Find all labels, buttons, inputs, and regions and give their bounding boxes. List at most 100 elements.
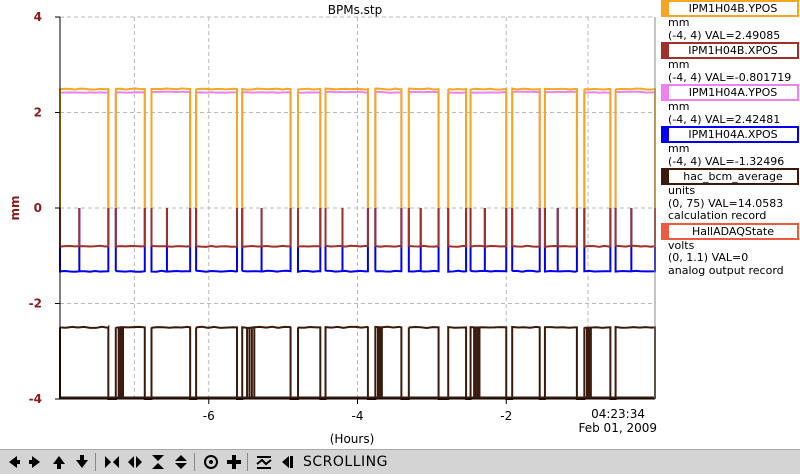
legend-series-box[interactable]: HallADAQState <box>661 222 799 240</box>
legend-unit: mm <box>668 58 690 71</box>
series-line <box>469 87 508 208</box>
series-line <box>511 208 541 248</box>
legend-item[interactable]: IPM1H04B.YPOS mm (-4, 4) VAL=2.49085 <box>661 0 800 42</box>
legend-item[interactable]: hac_bcm_average units (0, 75) VAL=14.0583 c… <box>661 168 800 223</box>
series-line <box>583 208 612 248</box>
legend-item[interactable]: IPM1H04B.XPOS mm (-4, 4) VAL=-0.801719 <box>661 42 800 84</box>
series-line <box>195 208 239 273</box>
y-tick-label: 0 <box>34 201 42 215</box>
legend-swatch <box>663 224 669 238</box>
series-line <box>150 87 192 208</box>
series-line <box>374 208 403 273</box>
series-line <box>241 208 292 273</box>
series-line <box>114 208 146 273</box>
series-line <box>59 208 110 273</box>
scroll-right-button[interactable] <box>25 452 46 472</box>
legend-series-box[interactable]: hac_bcm_average <box>661 168 799 185</box>
strip-chart[interactable]: BPMs.stp -4 -2 0 2 4 -6 -4 -2 mm (Hours) 04:23:… <box>0 0 660 449</box>
arrow-left-icon <box>8 456 20 468</box>
legend-series-box[interactable]: IPM1H04A.YPOS <box>661 84 799 101</box>
legend-item[interactable]: HallADAQState volts (0, 1.1) VAL=0 analog o… <box>661 222 800 278</box>
zoom-in-y-button[interactable] <box>147 452 168 472</box>
reset-button[interactable] <box>223 452 244 472</box>
legend-unit: mm <box>668 100 690 113</box>
legend-series-box[interactable]: IPM1H04A.XPOS <box>661 126 799 143</box>
chart-title: BPMs.stp <box>328 3 382 17</box>
legend-extra: analog output record <box>668 263 784 277</box>
legend-range-line: (-4, 4) VAL=-1.32496 <box>668 154 785 168</box>
legend-series-name: hac_bcm_average <box>683 170 783 183</box>
series-line <box>374 87 403 208</box>
legend-series-box[interactable]: IPM1H04B.YPOS <box>661 0 799 17</box>
arrow-right-icon <box>28 456 40 468</box>
undo-zoom-icon <box>255 456 272 469</box>
series-line <box>469 208 508 248</box>
toolbar-separator <box>247 453 248 471</box>
series-line <box>297 208 322 248</box>
series-line <box>583 208 612 273</box>
series-line <box>447 208 468 273</box>
legend-unit: volts <box>668 238 695 252</box>
undo-zoom-button[interactable] <box>253 452 274 472</box>
series-line <box>297 208 322 273</box>
legend-swatch <box>663 86 669 99</box>
series-line <box>241 87 292 208</box>
series-line <box>511 87 541 208</box>
x-tick-label: -6 <box>203 409 215 423</box>
legend-unit: mm <box>668 16 690 29</box>
timestamp-date: Feb 01, 2009 <box>579 421 658 435</box>
y-tick-label: 4 <box>34 10 42 24</box>
legend-extra: calculation record <box>668 209 767 222</box>
toolbar-separator <box>194 453 195 471</box>
autoscale-button[interactable] <box>200 452 221 472</box>
series-line <box>114 87 146 208</box>
scroll-down-button[interactable] <box>71 452 92 472</box>
legend-series-name: IPM1H04B.XPOS <box>688 44 778 57</box>
legend-range-line: (0, 1.1) VAL=0 <box>668 251 749 264</box>
series-line <box>543 208 578 248</box>
series-line <box>195 87 239 208</box>
series-line <box>324 208 369 273</box>
arrow-down-icon <box>75 455 88 468</box>
legend-range-line: (-4, 4) VAL=2.42481 <box>668 112 781 126</box>
zoom-out-x-button[interactable] <box>124 452 145 472</box>
x-tick-label: -4 <box>352 409 364 423</box>
plus-icon <box>226 455 241 469</box>
series-lines <box>59 87 656 400</box>
zoom-out-y-button[interactable] <box>170 452 191 472</box>
y-tick-label: -4 <box>29 392 42 406</box>
zoom-in-x-icon <box>104 456 119 468</box>
scroll-status: SCROLLING <box>303 454 388 470</box>
axes: -4 -2 0 2 4 -6 -4 -2 <box>29 10 656 423</box>
legend-item[interactable]: IPM1H04A.YPOS mm (-4, 4) VAL=2.42481 <box>661 84 800 126</box>
series-line <box>374 208 403 248</box>
series-line <box>511 208 541 273</box>
x-axis-label: (Hours) <box>330 432 375 446</box>
legend-range-line: (-4, 4) VAL=-0.801719 <box>668 70 792 84</box>
series-line <box>324 87 369 208</box>
scroll-left-button[interactable] <box>2 452 23 472</box>
zoom-out-x-icon <box>127 456 142 468</box>
zoom-in-x-button[interactable] <box>101 452 122 472</box>
series-line <box>150 208 192 248</box>
toolbar-separator <box>95 453 96 471</box>
legend-series-name: IPM1H04A.YPOS <box>688 86 778 99</box>
legend-unit: units <box>668 184 696 197</box>
series-line <box>297 87 322 208</box>
legend-series-name: HallADAQState <box>691 224 775 238</box>
x-tick-label: -2 <box>500 409 512 423</box>
legend-item[interactable]: IPM1H04A.XPOS mm (-4, 4) VAL=-1.32496 <box>661 126 800 168</box>
timestamp-time: 04:23:34 <box>591 407 645 421</box>
series-line <box>614 87 656 208</box>
series-line <box>324 208 369 248</box>
legend-series-box[interactable]: IPM1H04B.XPOS <box>661 42 799 59</box>
series-line <box>614 208 656 248</box>
legend-range-line: (-4, 4) VAL=2.49085 <box>668 28 781 42</box>
series-line <box>614 208 656 273</box>
scroll-up-button[interactable] <box>48 452 69 472</box>
series-line <box>447 208 468 248</box>
y-axis-label: mm <box>8 195 22 220</box>
scroll-mode-button[interactable] <box>276 452 297 472</box>
target-icon <box>203 455 218 469</box>
series-line <box>407 87 440 208</box>
